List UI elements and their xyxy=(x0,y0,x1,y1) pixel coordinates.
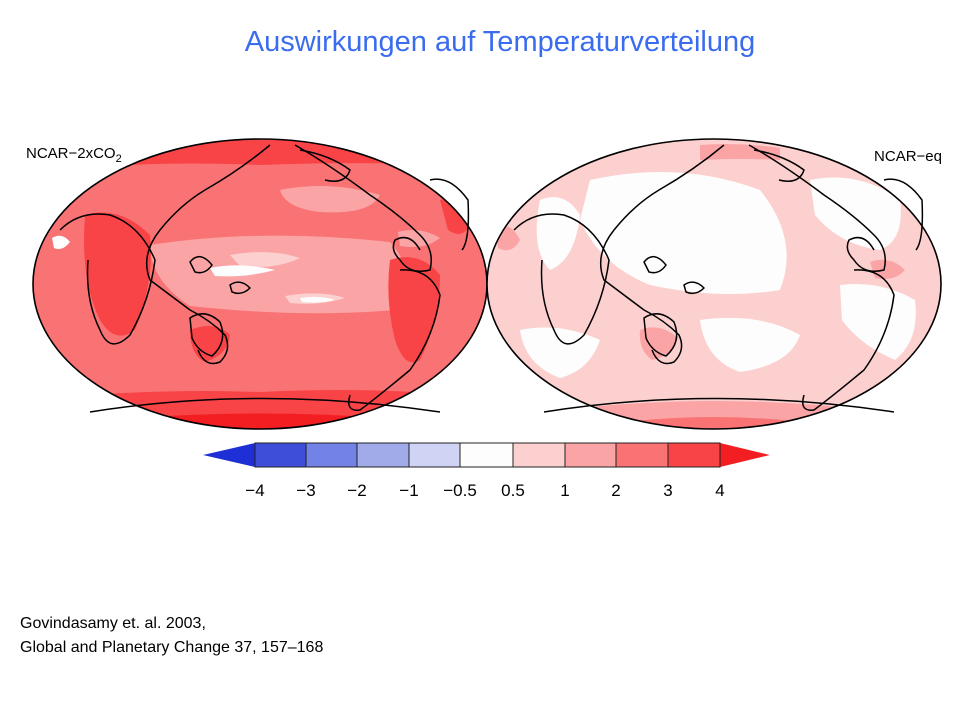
colorbar: −4 −3 −2 −1 −0.5 0.5 1 2 3 4 xyxy=(203,442,770,500)
map-ncar-2xco2-field xyxy=(33,139,487,429)
colorbar-box-2-3 xyxy=(616,443,668,467)
colorbar-box-m1-m05 xyxy=(409,443,460,467)
colorbar-box-3-4 xyxy=(668,443,720,467)
map-label-ncar-eq: NCAR−eq xyxy=(874,148,942,165)
colorbar-tick: 2 xyxy=(611,481,620,500)
colorbar-tick: −0.5 xyxy=(443,481,477,500)
colorbar-box-m05-05 xyxy=(460,443,513,467)
colorbar-tick: −2 xyxy=(347,481,366,500)
colorbar-tick: −4 xyxy=(245,481,264,500)
slide-title: Auswirkungen auf Temperaturverteilung xyxy=(244,26,756,58)
colorbar-box-1-2 xyxy=(565,443,616,467)
colorbar-tick: 0.5 xyxy=(501,481,525,500)
citation-line-authors: Govindasamy et. al. 2003, xyxy=(20,615,206,632)
map-ncar-eq-field xyxy=(487,139,941,429)
colorbar-box-05-1 xyxy=(513,443,565,467)
map-ncar-eq-coastlines xyxy=(513,144,924,413)
colorbar-tick: −1 xyxy=(399,481,418,500)
map-label-ncar-2xco2: NCAR−2xCO2 xyxy=(26,145,122,165)
map-ncar-2xco2 xyxy=(32,138,488,430)
colorbar-tick: 3 xyxy=(663,481,672,500)
colorbar-tick: 1 xyxy=(560,481,569,500)
colorbar-box-m3-m2 xyxy=(306,443,357,467)
colorbar-tick: 4 xyxy=(715,481,724,500)
colorbar-high-arrow xyxy=(720,443,770,467)
citation-line-journal: Global and Planetary Change 37, 157–168 xyxy=(20,639,324,656)
colorbar-tick: −3 xyxy=(296,481,315,500)
map-ncar-2xco2-coastlines xyxy=(59,144,470,413)
colorbar-box-m2-m1 xyxy=(357,443,409,467)
colorbar-box-m4-m3 xyxy=(255,443,306,467)
colorbar-low-arrow xyxy=(203,443,255,467)
citation: Govindasamy et. al. 2003, Global and Pla… xyxy=(20,612,323,660)
map-ncar-eq xyxy=(486,138,942,430)
